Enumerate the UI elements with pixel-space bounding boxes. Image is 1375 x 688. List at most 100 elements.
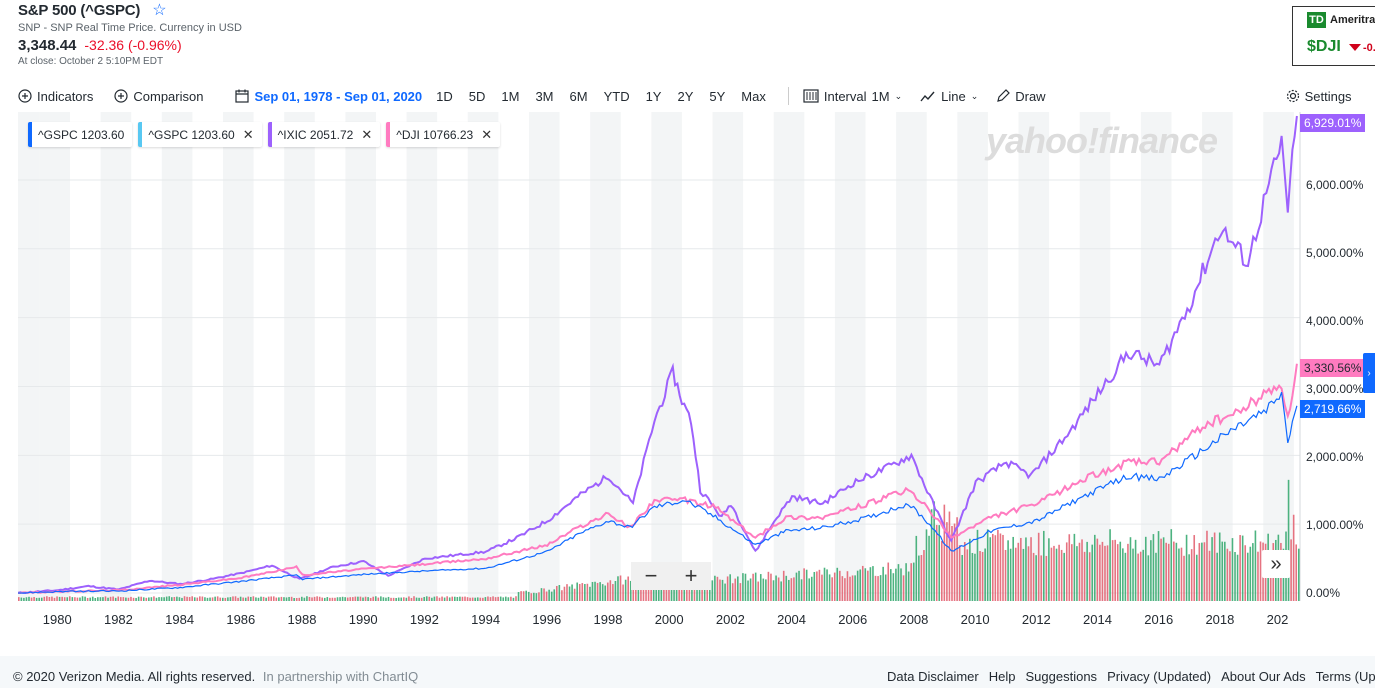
volume-bar [415, 597, 418, 601]
volume-bar [1093, 534, 1096, 601]
zoom-in-icon[interactable]: + [684, 563, 698, 588]
volume-bar [395, 597, 397, 601]
volume-bar [749, 578, 752, 601]
volume-bar [958, 545, 961, 601]
volume-bar [145, 597, 148, 601]
volume-bar [1035, 555, 1037, 601]
close-icon[interactable]: ✕ [481, 126, 493, 142]
volume-bar [76, 597, 79, 601]
volume-bar [339, 597, 341, 601]
volume-bar [512, 597, 515, 601]
close-icon[interactable]: ✕ [361, 126, 373, 142]
volume-bar [456, 596, 459, 601]
volume-bar [762, 578, 765, 601]
range-1y[interactable]: 1Y [645, 88, 662, 104]
chip-label: ^GSPC 1203.60 [38, 127, 125, 142]
volume-bar [670, 582, 673, 601]
fast-forward-icon[interactable]: » [1262, 550, 1290, 578]
volume-bar [1007, 540, 1009, 601]
volume-bar [1290, 539, 1292, 601]
volume-bar [232, 596, 234, 601]
volume-bar [227, 597, 229, 601]
volume-bar [912, 562, 915, 601]
date-range-button[interactable]: Sep 01, 1978 - Sep 01, 2020 [235, 89, 422, 104]
volume-bar [206, 597, 209, 601]
volume-bar [1173, 541, 1175, 601]
volume-bar [1009, 548, 1012, 601]
interval-button[interactable]: Interval 1M ⌄ [803, 89, 902, 104]
chip-gspc-main[interactable]: ^GSPC 1203.60 [28, 122, 133, 147]
chip-gspc[interactable]: ^GSPC 1203.60 ✕ [138, 122, 262, 147]
volume-bar [272, 596, 275, 601]
zoom-out-icon[interactable]: − [644, 563, 658, 588]
chip-ixic[interactable]: ^IXIC 2051.72 ✕ [267, 122, 381, 147]
volume-bar [1111, 540, 1114, 601]
volume-bar [851, 575, 854, 601]
year-band [39, 112, 71, 601]
y-tick-label: 5,000.00% [1306, 246, 1364, 260]
settings-button[interactable]: Settings [1286, 89, 1352, 104]
range-ytd[interactable]: YTD [603, 88, 630, 104]
range-3m[interactable]: 3M [535, 88, 554, 104]
volume-bar [405, 597, 408, 601]
volume-bar [43, 596, 46, 601]
volume-bar [989, 537, 992, 601]
footer-link-disclaimer[interactable]: Data Disclaimer [887, 669, 979, 684]
volume-bar [53, 597, 56, 601]
x-tick-label: 1980 [42, 612, 72, 627]
volume-bar [833, 572, 836, 601]
volume-bar [441, 596, 443, 601]
chevron-down-icon: ⌄ [970, 90, 979, 101]
draw-button[interactable]: Draw [996, 89, 1046, 104]
range-1d[interactable]: 1D [436, 88, 453, 104]
year-band [896, 112, 927, 601]
comparison-button[interactable]: Comparison [114, 89, 203, 104]
volume-bar [382, 597, 385, 601]
indicators-button[interactable]: Indicators [18, 89, 93, 104]
y-tick-label: 0.00% [1306, 586, 1341, 600]
volume-bar [504, 596, 507, 601]
settings-label: Settings [1304, 88, 1352, 104]
volume-bar [742, 573, 744, 601]
volume-bar [591, 581, 594, 601]
star-icon[interactable]: ☆ [152, 1, 167, 19]
volume-bar [703, 581, 706, 601]
range-2y[interactable]: 2Y [677, 88, 694, 104]
chart-type-button[interactable]: Line ⌄ [920, 89, 978, 104]
chevron-down-icon: ⌄ [894, 90, 903, 101]
volume-bar [798, 570, 800, 601]
ad-banner[interactable]: TD Ameritrade $DJI -0.48% [1292, 6, 1375, 66]
footer-link-suggestions[interactable]: Suggestions [1025, 669, 1098, 684]
volume-bar [854, 575, 856, 601]
volume-bar [859, 569, 862, 601]
range-1m[interactable]: 1M [501, 88, 520, 104]
toolbar-divider [787, 87, 789, 105]
price-chart[interactable] [18, 112, 1375, 608]
volume-bar [400, 597, 403, 601]
footer-link-terms[interactable]: Terms (Updated) [1315, 669, 1375, 684]
volume-bar [902, 575, 905, 601]
range-5y[interactable]: 5Y [709, 88, 726, 104]
footer-link-ads[interactable]: About Our Ads [1221, 669, 1306, 684]
range-6m[interactable]: 6M [569, 88, 588, 104]
volume-bar [127, 597, 130, 601]
footer-link-privacy[interactable]: Privacy (Updated) [1107, 669, 1212, 684]
chip-dji[interactable]: ^DJI 10766.23 ✕ [386, 122, 501, 147]
volume-bar [114, 597, 117, 601]
series-line-ixic [18, 115, 1298, 595]
volume-bar [729, 574, 731, 601]
volume-bar [1144, 536, 1147, 601]
volume-bar [594, 581, 596, 601]
range-5d[interactable]: 5D [468, 88, 486, 104]
footer-link-help[interactable]: Help [988, 669, 1016, 684]
volume-bar [1297, 548, 1300, 601]
volume-bar [487, 596, 489, 601]
range-max[interactable]: Max [741, 88, 766, 104]
chevron-right-icon[interactable]: › [1363, 353, 1375, 393]
volume-bar [448, 597, 451, 601]
volume-bar [1234, 552, 1236, 601]
close-icon[interactable]: ✕ [242, 126, 254, 142]
volume-bar [839, 570, 841, 601]
volume-bar [1252, 543, 1254, 601]
volume-bar [849, 576, 851, 601]
